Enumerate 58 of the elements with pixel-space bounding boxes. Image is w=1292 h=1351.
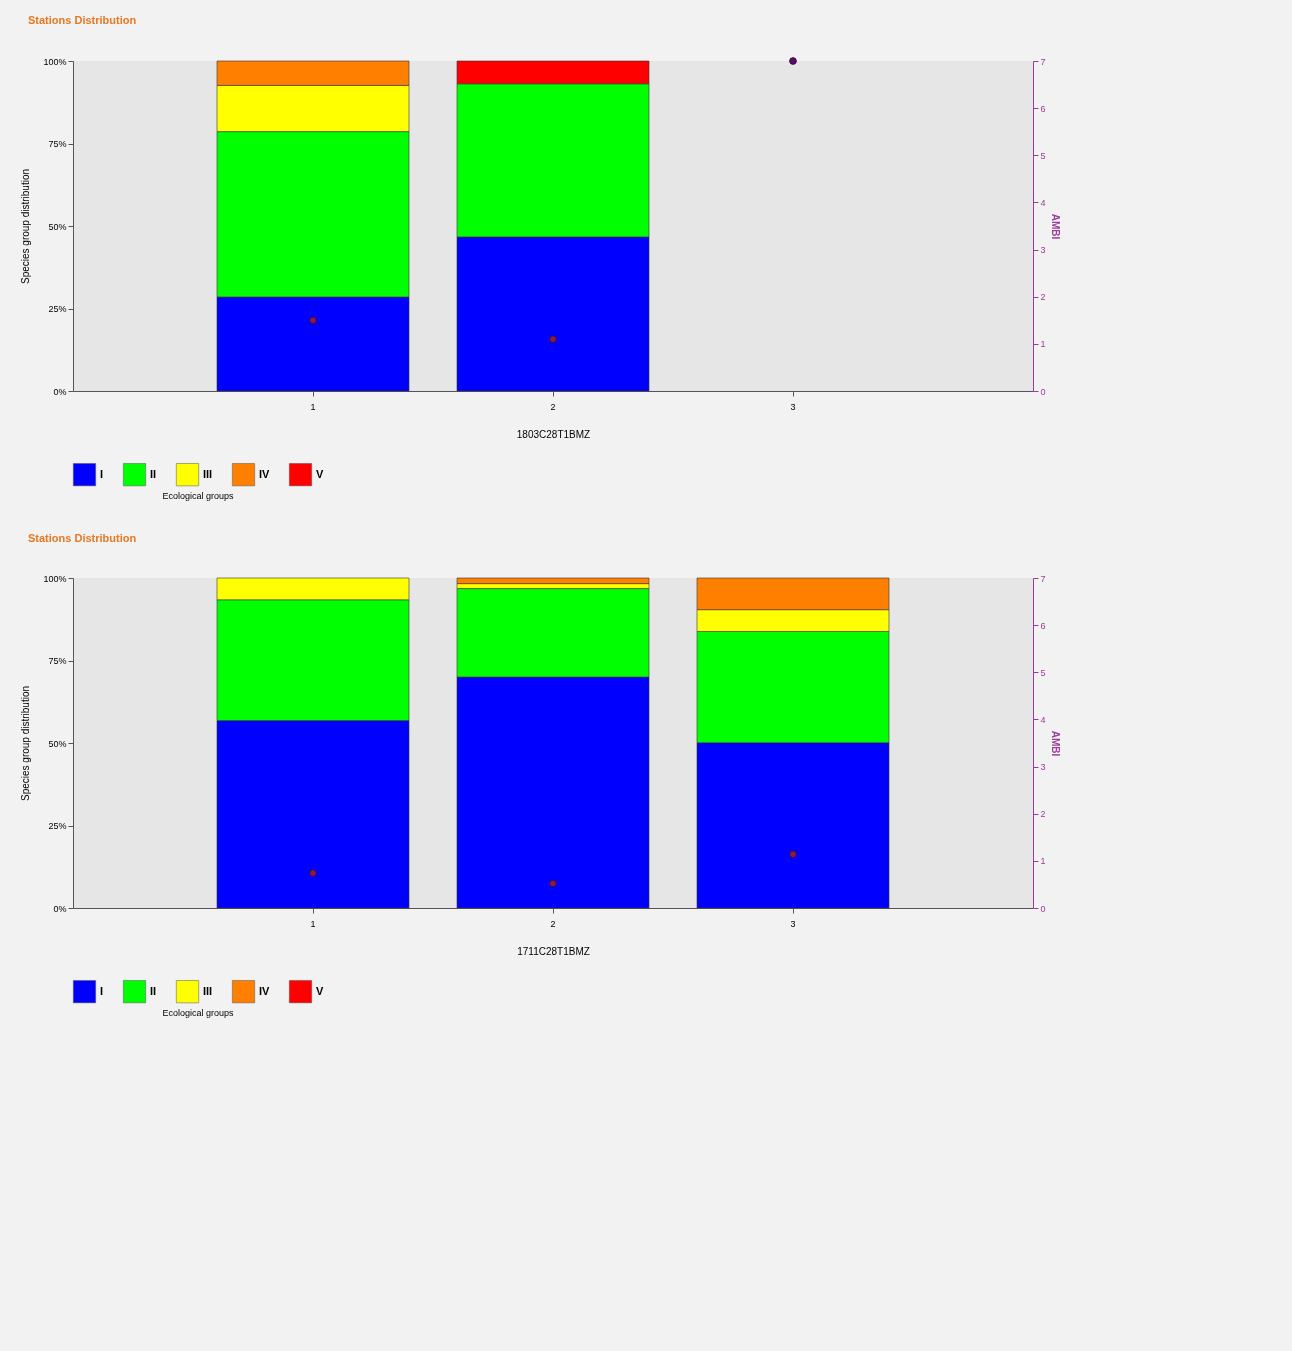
y2-tick-label: 5: [1040, 150, 1046, 161]
x-tick-label: 2: [550, 401, 556, 412]
y2-axis-title: AMBI: [1049, 213, 1061, 240]
y2-tick-label: 6: [1040, 103, 1046, 114]
y-tick-label: 75%: [48, 139, 67, 149]
y2-tick-label: 4: [1040, 714, 1046, 725]
y2-tick-label: 3: [1040, 245, 1046, 256]
y2-tick-label: 2: [1040, 292, 1046, 303]
y-tick-label: 50%: [48, 738, 67, 749]
x-tick-label: 1: [310, 918, 316, 929]
point: [309, 316, 317, 325]
y2-tick-label: 7: [1040, 56, 1046, 67]
legend-label: IV: [259, 467, 271, 480]
y-tick-label: 25%: [48, 821, 67, 831]
legend-label: III: [203, 467, 213, 480]
x-tick-label: 3: [790, 918, 796, 929]
y2-tick-label: 5: [1040, 667, 1046, 678]
y-tick-label: 50%: [48, 221, 67, 232]
y2-tick-label: 1: [1040, 856, 1046, 867]
y-tick-label: 100%: [43, 573, 67, 584]
y2-tick-label: 1: [1040, 339, 1046, 350]
legend-label: II: [150, 467, 157, 480]
x-tick-label: 2: [550, 918, 556, 929]
y2-axis-title: AMBI: [1049, 730, 1061, 757]
y2-tick-label: 3: [1040, 762, 1046, 773]
point: [549, 879, 557, 888]
x-axis-title: 1711C28T1BMZ: [517, 945, 590, 957]
x-tick-label: 3: [790, 401, 796, 412]
y-tick-label: 0%: [53, 386, 67, 397]
y-tick-label: 75%: [48, 656, 67, 666]
x-tick-label: 1: [310, 401, 316, 412]
legend-title: Ecological groups: [162, 1008, 235, 1018]
y2-tick-label: 4: [1040, 197, 1046, 208]
y2-tick-label: 0: [1040, 386, 1046, 397]
y2-tick-label: 2: [1040, 809, 1046, 820]
legend-label: V: [316, 467, 324, 480]
legend-label: I: [100, 984, 104, 997]
y2-tick-label: 6: [1040, 620, 1046, 631]
chart-title: Stations Distribution: [28, 532, 137, 544]
y-tick-label: 100%: [43, 56, 67, 67]
legend-label: II: [150, 984, 157, 997]
legend-label: III: [203, 984, 213, 997]
y-tick-label: 25%: [48, 304, 67, 314]
legend-label: I: [100, 467, 104, 480]
y-axis-title: Species group distribution: [20, 685, 32, 802]
legend-label: IV: [259, 984, 271, 997]
y2-tick-label: 7: [1040, 573, 1046, 584]
y2-tick-label: 0: [1040, 903, 1046, 914]
point: [789, 850, 797, 859]
legend-label: V: [316, 984, 324, 997]
x-axis-title: 1803C28T1BMZ: [516, 428, 591, 440]
point: [789, 57, 797, 65]
chart-title: Stations Distribution: [28, 13, 137, 26]
point: [309, 869, 317, 877]
y-tick-label: 0%: [53, 903, 67, 914]
legend-title: Ecological groups: [162, 491, 235, 501]
y-axis-title: Species group distribution: [20, 168, 32, 285]
point: [549, 335, 557, 343]
